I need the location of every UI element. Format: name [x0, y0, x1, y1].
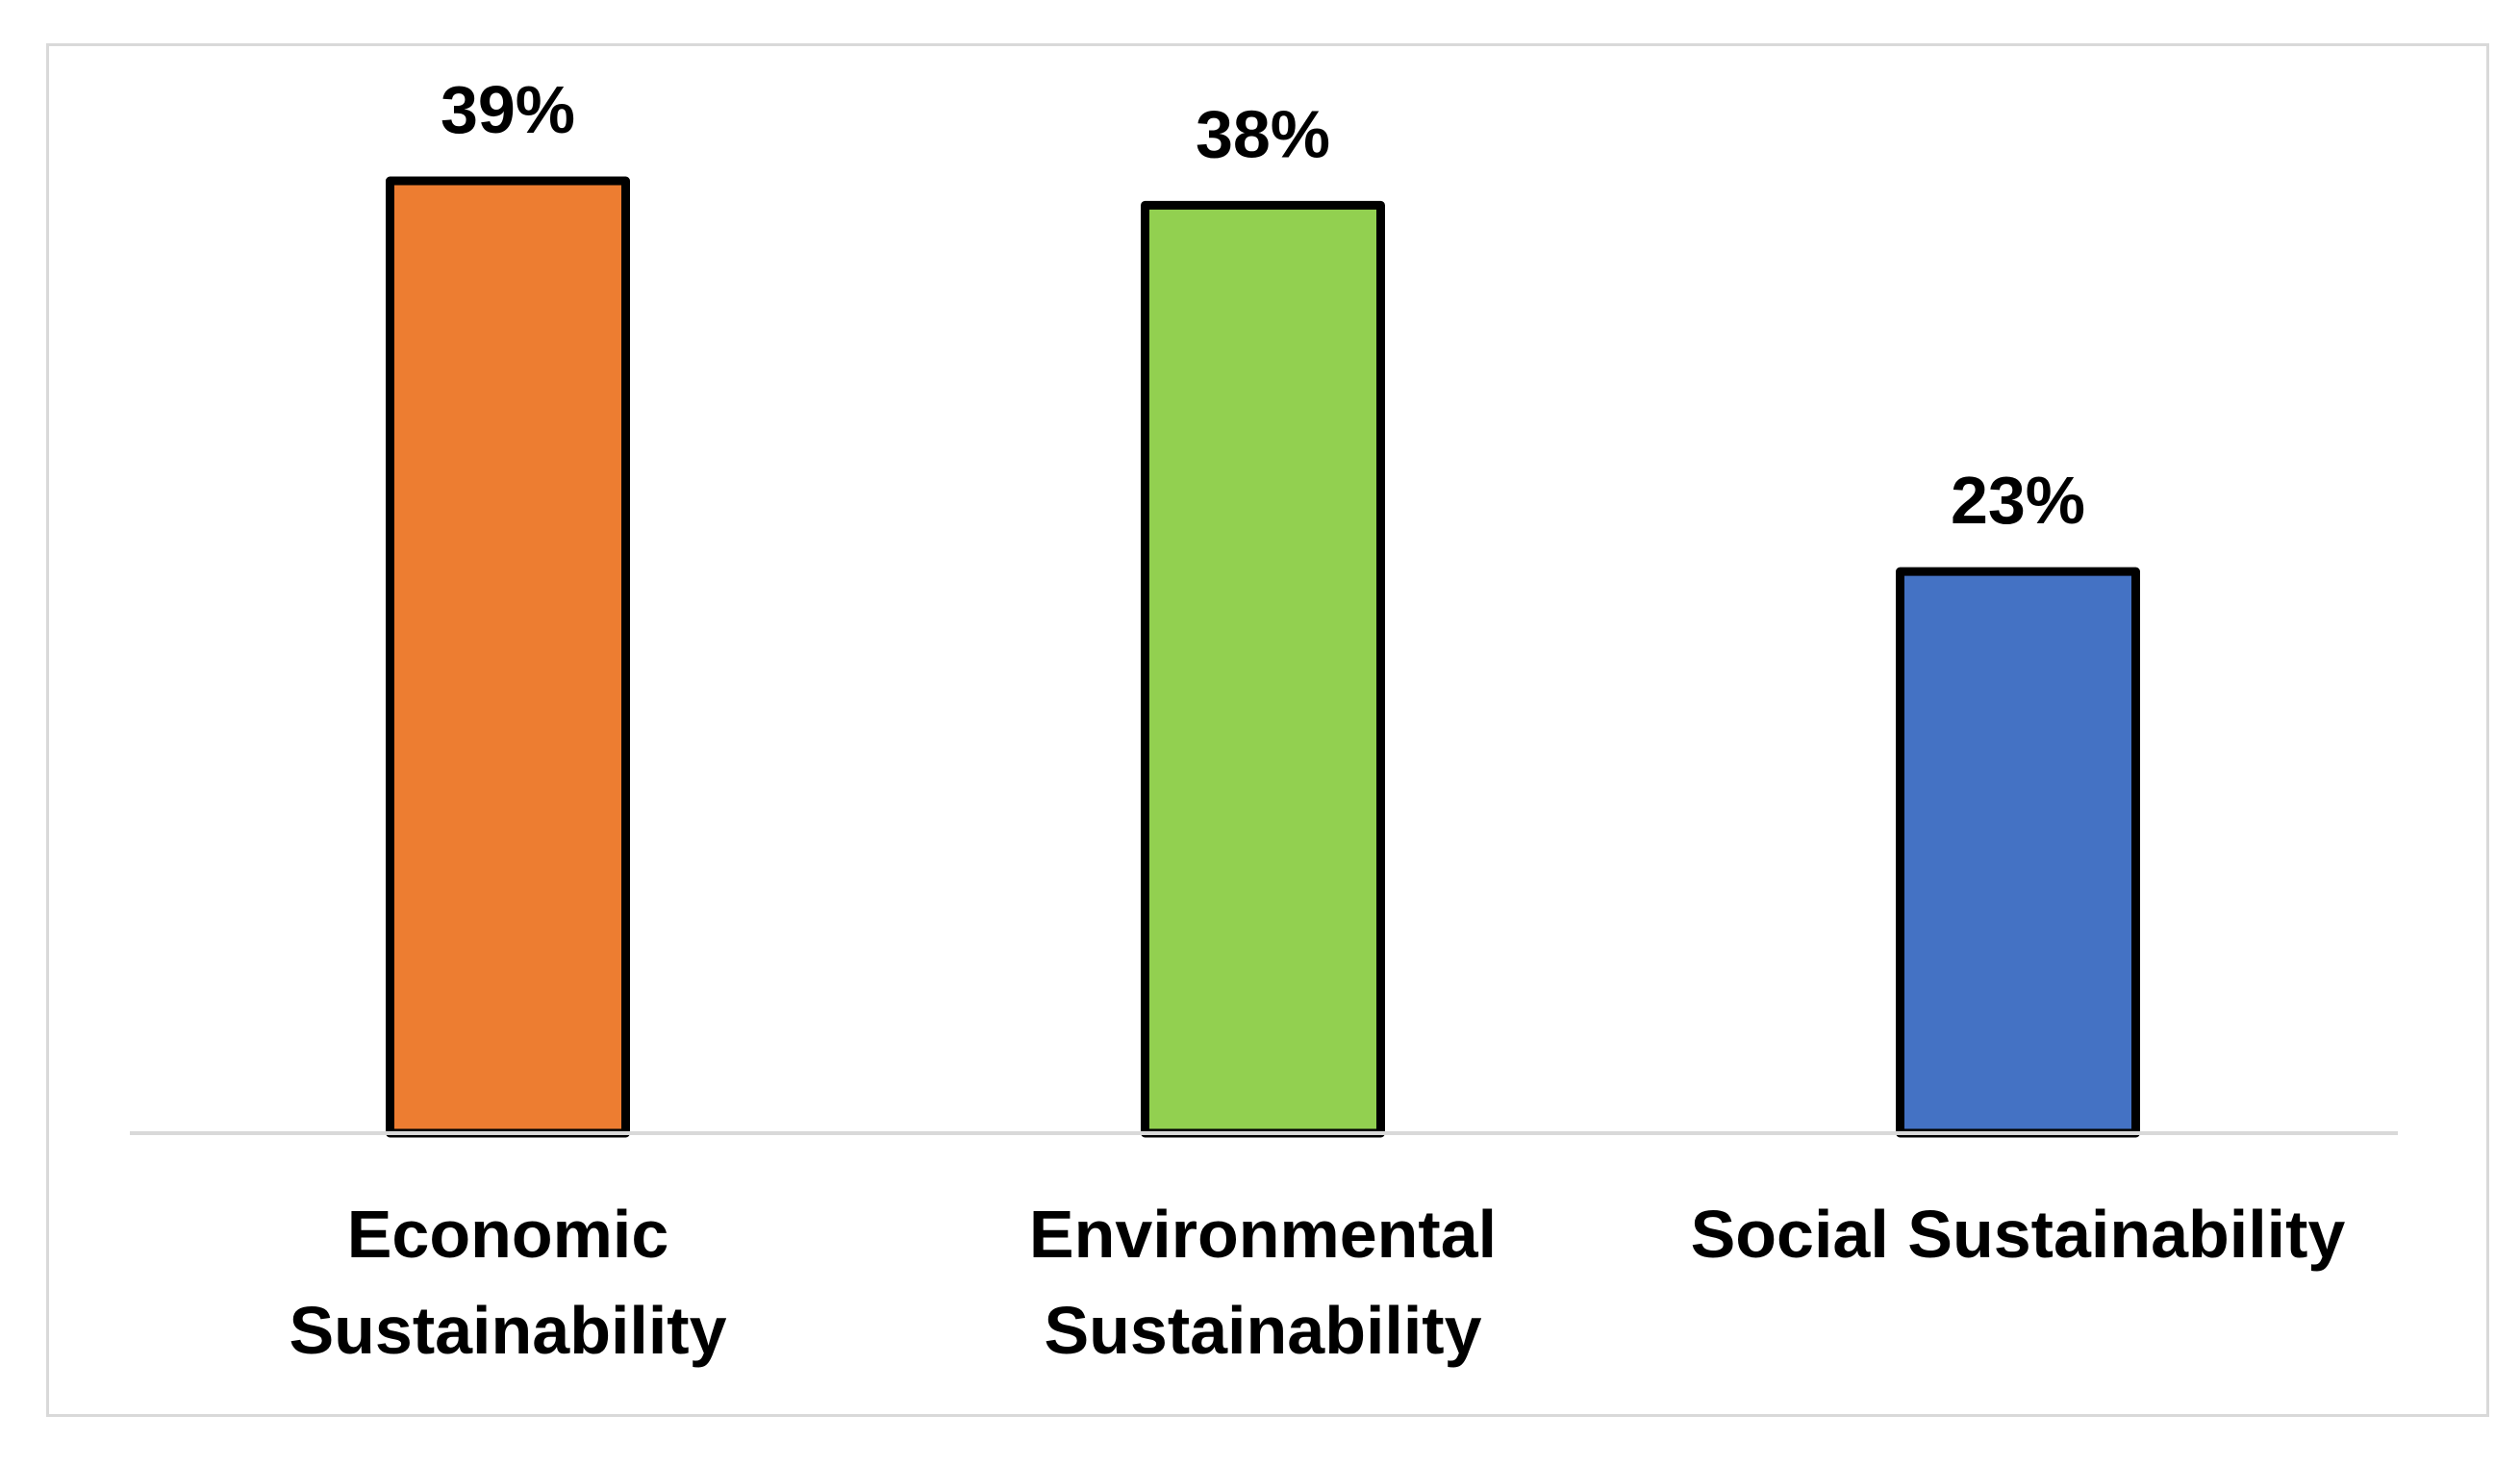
- category-labels-layer: Economic Sustainability Environmental Susta…: [289, 1197, 2345, 1368]
- category-label-economic-sustainability: Economic Sustainability: [289, 1197, 726, 1368]
- category-label-social-sustainability: Social Sustainability: [1691, 1197, 2346, 1272]
- data-labels-layer: 39% 38% 23%: [441, 72, 2085, 538]
- category-label-line: Economic: [347, 1197, 669, 1272]
- data-label-social-sustainability: 23%: [1951, 463, 2085, 538]
- category-label-environmental-sustainability: Environmental Sustainability: [1029, 1197, 1497, 1368]
- bar-economic-sustainability: [386, 176, 630, 1138]
- category-label-line: Environmental: [1029, 1197, 1497, 1272]
- data-label-economic-sustainability: 39%: [441, 72, 575, 147]
- data-label-environmental-sustainability: 38%: [1196, 96, 1330, 171]
- bar-environmental-sustainability: [1141, 200, 1385, 1138]
- category-label-line: Sustainability: [1044, 1293, 1481, 1368]
- category-label-line: Social Sustainability: [1691, 1197, 2346, 1272]
- bar-social-sustainability: [1896, 567, 2140, 1138]
- category-label-line: Sustainability: [289, 1293, 726, 1368]
- bars-layer: [386, 176, 2140, 1138]
